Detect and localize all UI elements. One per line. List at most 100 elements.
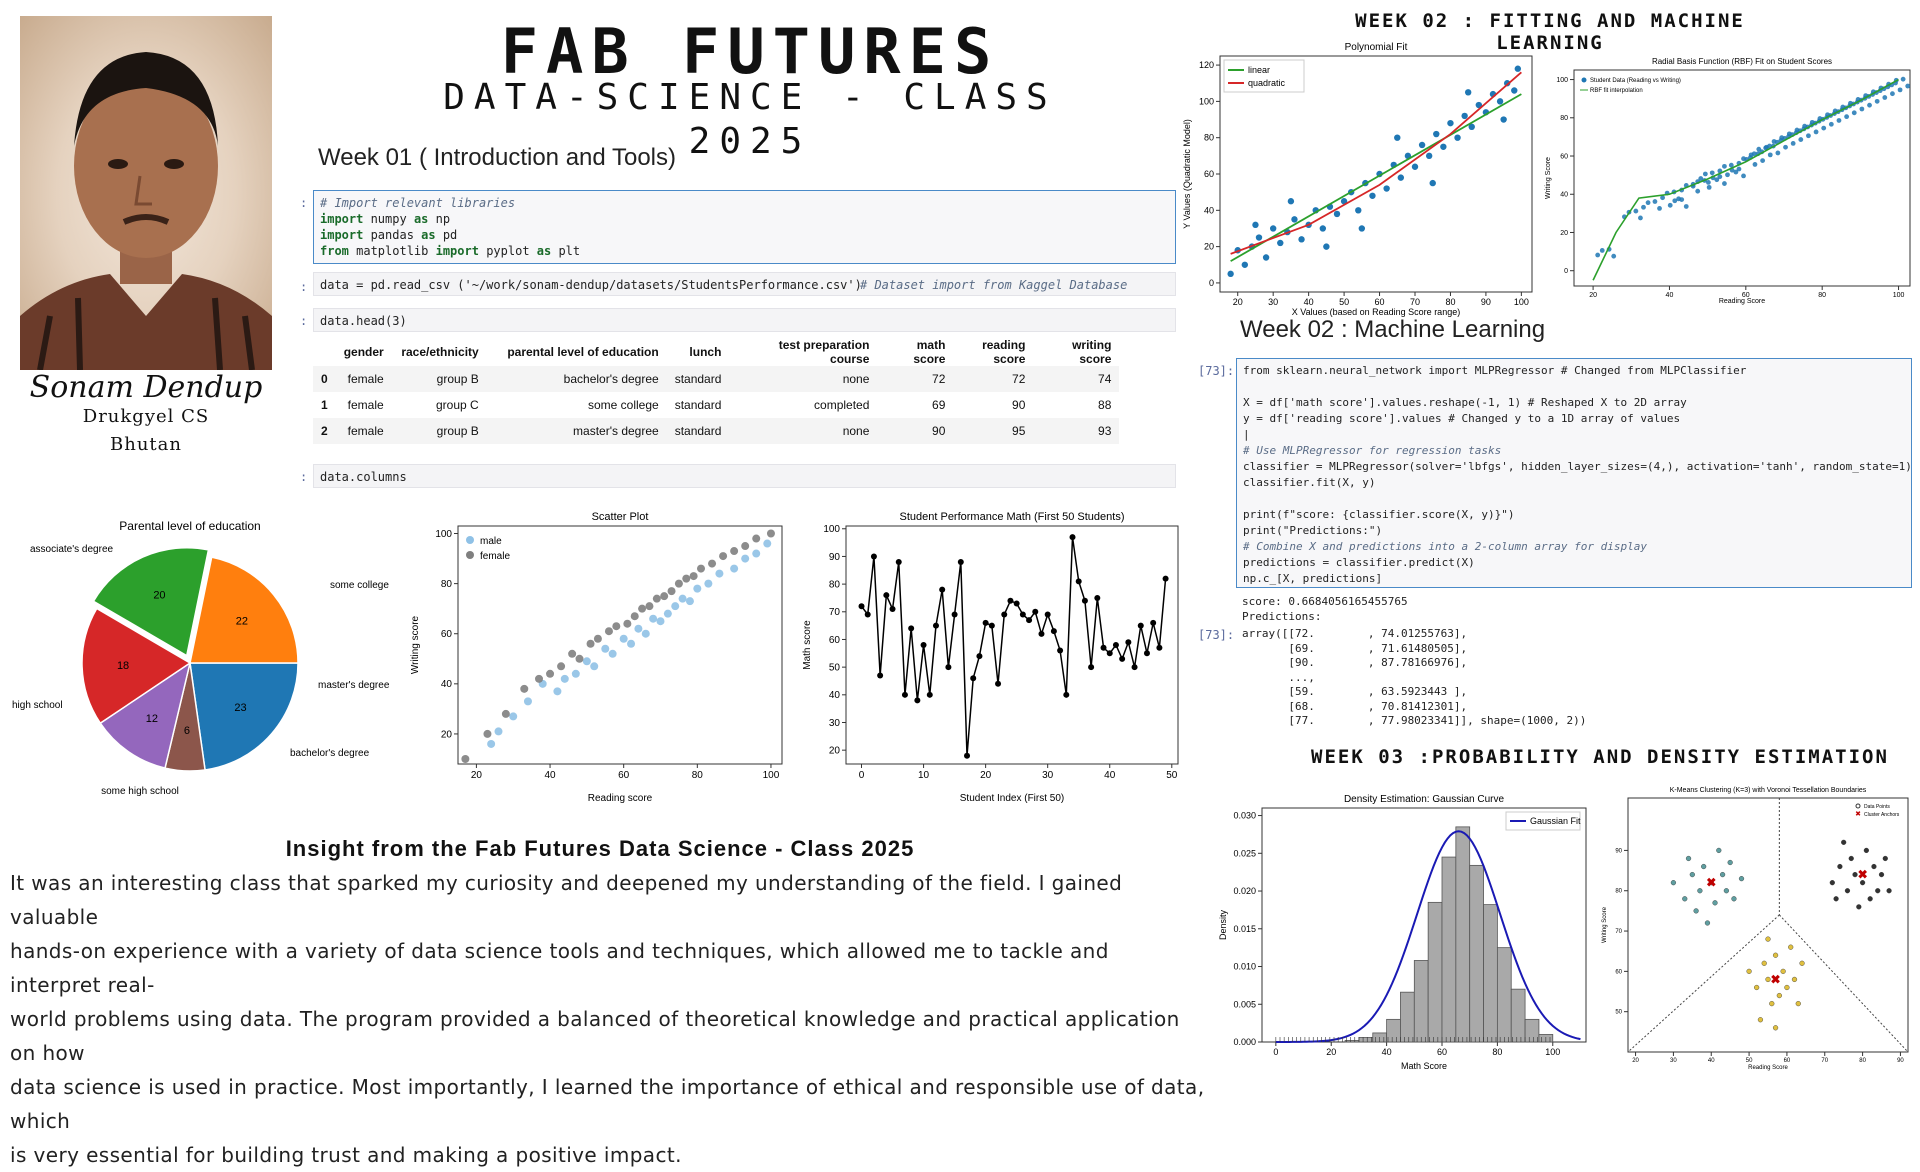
table-cell: group C bbox=[436, 398, 479, 412]
math-score-point bbox=[1150, 619, 1157, 626]
code-line bbox=[1243, 379, 1912, 395]
table-cell: 1 bbox=[321, 398, 328, 412]
x-tick-label: 20 bbox=[1233, 297, 1243, 307]
insight-line: hands-on experience with a variety of da… bbox=[10, 939, 1109, 997]
x-tick-label: 0 bbox=[859, 770, 865, 781]
table-cell: completed bbox=[814, 398, 870, 412]
rbf-data-point bbox=[1722, 181, 1727, 186]
histogram-bar bbox=[1496, 947, 1512, 1043]
code-cell-head[interactable]: data.head(3) bbox=[313, 308, 1176, 332]
kmeans-point bbox=[1765, 976, 1771, 983]
legend-marker bbox=[466, 551, 474, 559]
x-tick-label: 20 bbox=[1632, 1058, 1639, 1064]
x-tick-label: 40 bbox=[544, 770, 556, 781]
code-cell-read-csv[interactable]: data = pd.read_csv ('~/work/sonam-dendup… bbox=[313, 272, 1176, 296]
y-tick-label: 90 bbox=[1615, 848, 1622, 854]
pie-value-label: 12 bbox=[146, 713, 158, 725]
scatter-point-female bbox=[766, 529, 775, 538]
poly-data-point bbox=[1262, 254, 1270, 261]
poly-data-point bbox=[1411, 163, 1419, 170]
poly-data-point bbox=[1269, 225, 1277, 232]
scatter-point-female bbox=[483, 729, 492, 738]
kmeans-point bbox=[1731, 896, 1737, 902]
y-tick-label: 0 bbox=[1209, 278, 1214, 288]
cluster-anchor-mark: ✖ bbox=[1771, 972, 1781, 986]
kmeans-point bbox=[1716, 847, 1722, 854]
ml-in-prompt: [73]: bbox=[1198, 364, 1235, 378]
math-score-point bbox=[1044, 611, 1051, 618]
scatter-point-female bbox=[708, 559, 717, 568]
scatter-point-male bbox=[678, 594, 687, 603]
poly-data-point bbox=[1511, 87, 1518, 94]
histogram-bar bbox=[1510, 988, 1526, 1043]
math-score-point bbox=[957, 558, 964, 565]
insight-line: is very essential for building trust and… bbox=[10, 1143, 682, 1167]
kmeans-point bbox=[1765, 936, 1771, 942]
plot-frame bbox=[457, 525, 783, 765]
scatter-point-female bbox=[652, 594, 661, 603]
math-score-point bbox=[964, 752, 971, 759]
y-tick-label: 80 bbox=[441, 579, 453, 590]
scatter-point-female bbox=[660, 592, 669, 601]
code-cell-mlp[interactable]: from sklearn.neural_network import MLPRe… bbox=[1236, 358, 1912, 588]
y-axis-label: Y Values (Quadratic Model) bbox=[1182, 119, 1192, 229]
kmeans-point bbox=[1685, 855, 1692, 862]
scatter-point-male bbox=[671, 602, 680, 611]
pie-value-label: 22 bbox=[236, 616, 248, 628]
rbf-data-point bbox=[1633, 208, 1639, 214]
y-tick-label: 40 bbox=[829, 690, 841, 701]
pie-category-label: bachelor's degree bbox=[290, 748, 370, 759]
code-cell-imports[interactable]: # Import relevant libraries import numpy… bbox=[313, 190, 1176, 264]
rbf-data-point bbox=[1706, 184, 1712, 190]
rbf-data-point bbox=[1667, 202, 1673, 208]
result-line: [77. , 77.98023341]], shape=(1000, 2)) bbox=[1242, 714, 1587, 727]
code-cell-columns[interactable]: data.columns bbox=[313, 464, 1176, 488]
dataframe-table: gender race/ethnicity parental level of … bbox=[313, 338, 1120, 444]
table-cell: 90 bbox=[877, 418, 954, 444]
pie-value-label: 20 bbox=[153, 590, 165, 602]
legend-marker bbox=[1581, 77, 1587, 83]
profile-name: Sonam Dendup bbox=[29, 370, 263, 405]
poly-data-point bbox=[1447, 119, 1454, 127]
pie-slice bbox=[99, 661, 192, 769]
kmeans-point bbox=[1689, 872, 1695, 878]
y-tick-label: 60 bbox=[1615, 969, 1622, 975]
kmeans-point bbox=[1791, 976, 1798, 983]
kmeans-point bbox=[1693, 908, 1699, 914]
ml-out-prompt: [73]: bbox=[1198, 628, 1235, 642]
x-axis-label: X Values (based on Reading Score range) bbox=[1292, 307, 1460, 317]
math-score-point bbox=[1001, 611, 1008, 618]
scatter-point-male bbox=[715, 569, 724, 578]
math-score-point bbox=[1075, 578, 1082, 585]
code-line: X = df['math score'].values.reshape(-1, … bbox=[1243, 396, 1687, 409]
x-tick-label: 60 bbox=[1784, 1058, 1791, 1064]
y-tick-label: 0 bbox=[1564, 268, 1568, 275]
scatter-point-female bbox=[741, 542, 750, 551]
profile-country: Bhutan bbox=[110, 434, 182, 455]
poly-data-point bbox=[1340, 198, 1348, 205]
poly-data-point bbox=[1383, 185, 1390, 192]
y-axis-label: Writing Score bbox=[1545, 157, 1552, 199]
math-score-point bbox=[1131, 664, 1138, 671]
table-cell: 74 bbox=[1033, 366, 1120, 392]
plot-frame bbox=[845, 525, 1179, 765]
math-score-point bbox=[1112, 642, 1119, 648]
kmeans-point bbox=[1682, 896, 1688, 902]
y-tick-label: 100 bbox=[1556, 77, 1568, 84]
table-cell: some college bbox=[587, 398, 659, 412]
scatter-point-male bbox=[634, 624, 643, 633]
code-line: from sklearn.neural_network import MLPRe… bbox=[1243, 364, 1747, 377]
y-tick-label: 20 bbox=[829, 745, 841, 756]
rbf-data-point bbox=[1709, 170, 1715, 176]
scatter-point-male bbox=[693, 584, 702, 593]
rbf-data-point bbox=[1897, 87, 1903, 93]
rbf-data-point bbox=[1733, 169, 1739, 175]
ml-stdout: score: 0.6684056165455765 Predictions: bbox=[1242, 594, 1408, 624]
cell4-prompt: : bbox=[300, 470, 308, 484]
math-score-point bbox=[1019, 611, 1026, 618]
histogram-bar bbox=[1400, 991, 1415, 1043]
kmeans-point bbox=[1754, 984, 1760, 991]
scatter-point-male bbox=[494, 727, 503, 736]
table-cell: female bbox=[347, 398, 384, 412]
x-tick-label: 10 bbox=[918, 770, 930, 781]
